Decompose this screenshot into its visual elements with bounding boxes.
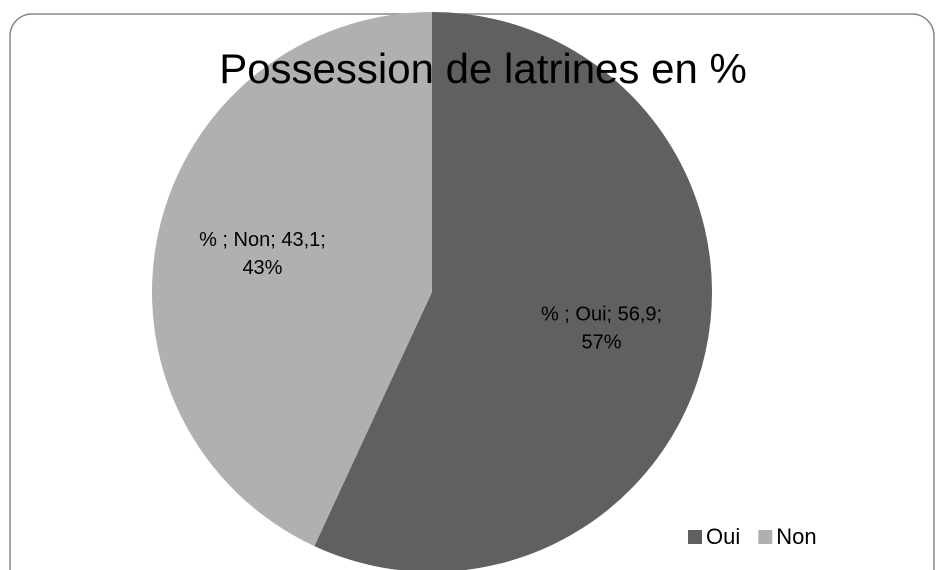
data-label: 57% [582,332,622,354]
data-label: % ; Oui; 56,9; [541,304,662,326]
pie-slice [152,12,433,547]
chart-title: Possession de latrines en % [219,45,747,92]
data-label: % ; Non; 43,1; [199,229,326,251]
legend-swatch [688,530,702,544]
pie: % ; Oui; 56,9; 57% % ; Non; 43,1; 43% [152,12,712,570]
legend-swatch [758,530,773,544]
legend-label: Non [776,524,816,549]
legend-label: Oui [706,524,740,549]
data-label: 43% [242,257,282,279]
pie-slice [314,12,712,570]
